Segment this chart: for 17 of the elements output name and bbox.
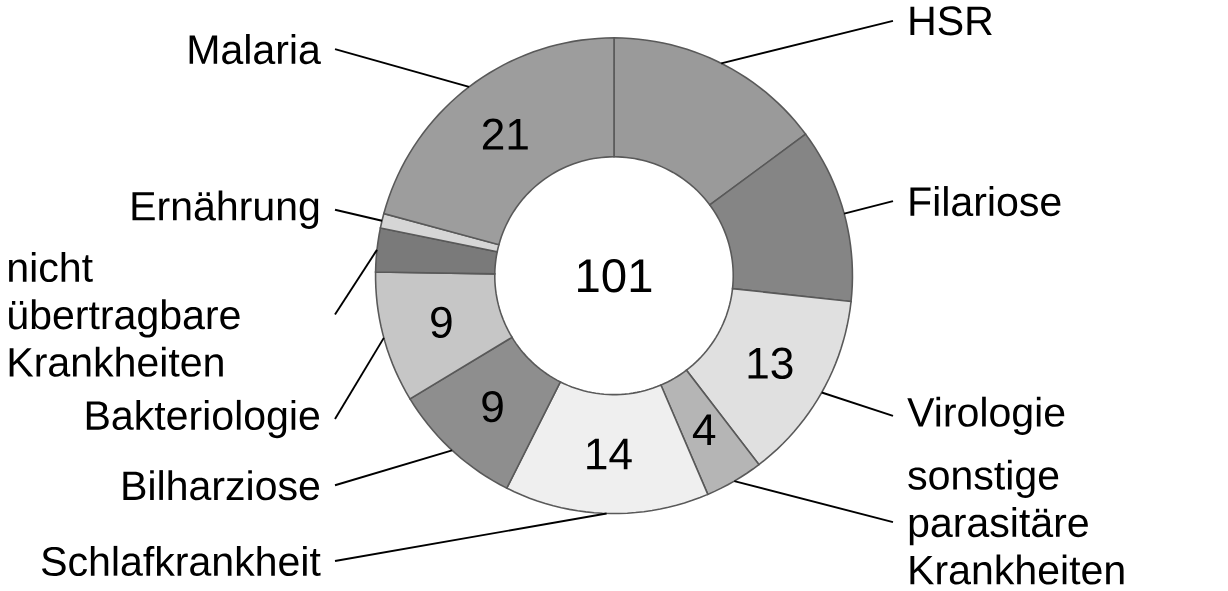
slice-label: sonstige parasitäre Krankheiten xyxy=(908,459,1124,585)
slice-label: nicht übertragbare Krankheiten xyxy=(9,251,240,377)
slice-label: Bilharziose xyxy=(123,470,320,501)
data-label: 13 xyxy=(748,347,793,379)
slice-label: Malaria xyxy=(189,34,321,65)
slice-label: Schlafkrankheit xyxy=(42,545,321,577)
data-label: 21 xyxy=(482,118,528,150)
slice-label: HSR xyxy=(910,6,992,36)
slice-label: Filariose xyxy=(910,186,1061,217)
data-label: 14 xyxy=(587,438,632,470)
data-label: 9 xyxy=(431,306,452,339)
slice-label: Ernährung xyxy=(132,190,319,229)
data-label: 4 xyxy=(692,414,716,445)
text: 101 xyxy=(578,258,652,293)
data-label: 9 xyxy=(482,390,503,423)
slice-label: Virologie xyxy=(907,396,1065,436)
slice-label: Bakteriologie xyxy=(86,399,320,439)
